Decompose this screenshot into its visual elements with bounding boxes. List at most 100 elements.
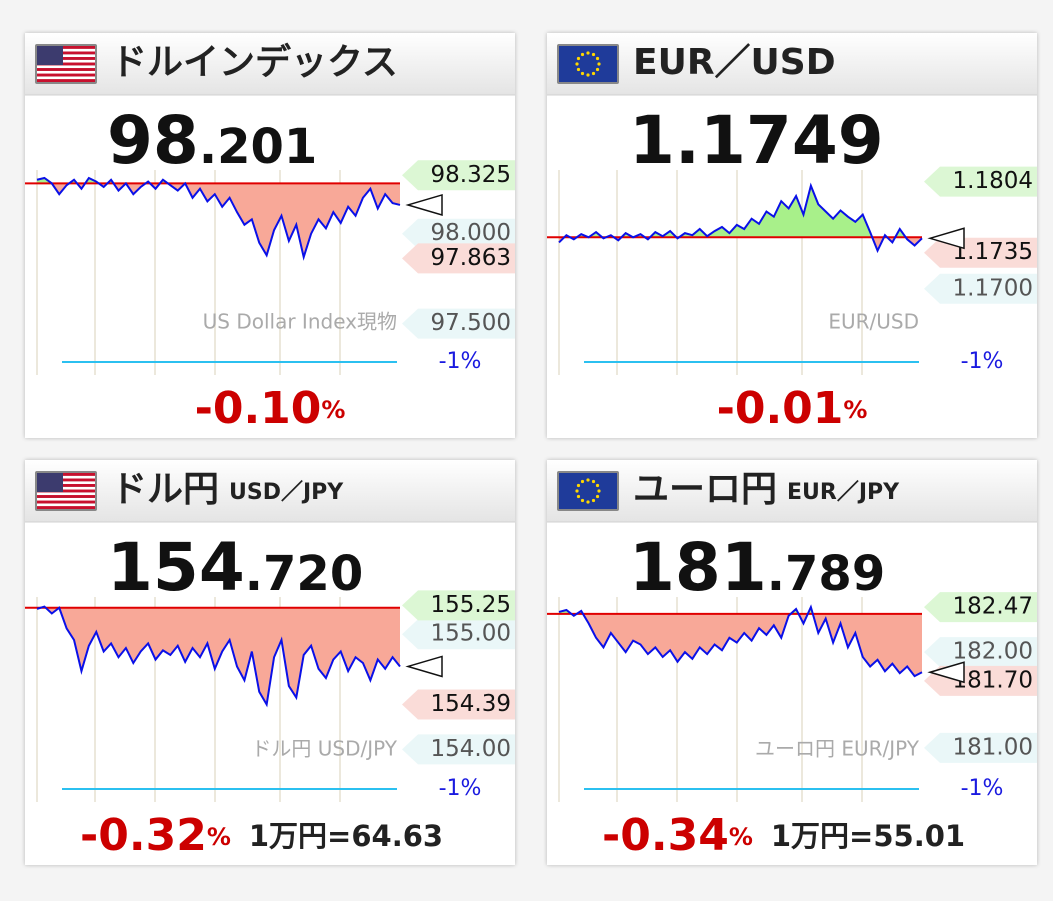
flag-star [580, 479, 585, 484]
low-label: 97.863 [431, 245, 511, 271]
flag-stripe [37, 79, 95, 82]
flag-stripe [37, 492, 95, 496]
price-line [558, 604, 923, 678]
flag-star [580, 52, 585, 57]
flag-star [576, 67, 581, 72]
price-decimal: .720 [245, 546, 363, 602]
flag-stripe [37, 478, 95, 482]
area-below [37, 183, 400, 258]
flag-star [597, 489, 601, 493]
flag-star [576, 483, 581, 488]
current-marker [405, 655, 443, 678]
y-tick-label: 181.00 [953, 734, 1033, 760]
yen-rate: 1万円=64.63 [249, 819, 443, 853]
fx-panel: EUR／USD 1.1749 1.1700 1.1735 1.1804 EUR/USD -1… [547, 33, 1037, 438]
low-bg [402, 689, 515, 720]
price-decimal: .789 [767, 546, 885, 602]
flag-star [591, 52, 596, 57]
flag-star [595, 483, 600, 488]
panel-subtitle: USD／JPY [229, 480, 344, 505]
price-line [558, 182, 923, 254]
y-tick-label: 182.00 [953, 639, 1033, 665]
flag-stripe [37, 51, 95, 55]
flag-stripe [37, 497, 95, 501]
high-bg [924, 592, 1037, 623]
flag-stripe [37, 57, 95, 60]
header-bg [25, 33, 515, 95]
scale-label: -1% [961, 349, 1004, 374]
y-tick-bg [924, 637, 1037, 668]
area-below [559, 237, 922, 251]
y-tick-bg [924, 273, 1037, 304]
flag-star [595, 56, 600, 61]
panel-title: ユーロ円 [633, 469, 777, 510]
y-tick-label: 1.1700 [953, 275, 1033, 301]
change-row: -0.34% 1万円=55.01 [602, 810, 965, 861]
flag-stripe [37, 68, 95, 71]
flag-star [575, 62, 579, 66]
flag-star [576, 56, 581, 61]
price-integer: 154 [107, 529, 245, 606]
flag-star [580, 71, 585, 76]
change-value: -0.01 [717, 383, 844, 434]
flag-stripe [37, 506, 95, 509]
flag-stripe [37, 65, 95, 69]
change-value: -0.32 [80, 810, 207, 861]
panel-subtitle: EUR／JPY [787, 480, 900, 505]
scale-label: -1% [961, 776, 1004, 801]
header-bg [547, 460, 1037, 522]
header-bg [25, 460, 515, 522]
price-integer: 181 [629, 529, 767, 606]
flag [557, 44, 619, 84]
high-bg [402, 590, 515, 621]
current-marker [927, 661, 965, 684]
change-row: -0.10% [195, 383, 346, 434]
area-below [559, 613, 922, 677]
y-tick-label: 155.00 [431, 621, 511, 647]
panel-title: ドルインデックス [111, 41, 398, 83]
area-below [37, 607, 400, 705]
flag-canton [37, 46, 63, 65]
flag-stripe [37, 54, 95, 58]
flag-star [575, 489, 579, 493]
flag-stripe [37, 473, 95, 476]
flag-stripe [37, 500, 95, 504]
y-tick-bg [924, 732, 1037, 763]
panel-title: ドル円 [111, 469, 219, 510]
flag-stripe [37, 46, 95, 49]
flag-stripe [37, 475, 95, 479]
high-label: 98.325 [431, 162, 511, 188]
price-integer: 98 [107, 102, 199, 179]
current-marker [927, 227, 965, 250]
flag-stripe [37, 486, 95, 490]
current-marker [405, 193, 443, 216]
y-tick-bg [402, 308, 515, 339]
header-bg [547, 33, 1037, 95]
flag-stripe [37, 73, 95, 77]
change-unit: % [729, 823, 753, 851]
price: 181.789 [629, 529, 885, 606]
y-tick-label: 154.00 [431, 736, 511, 762]
flag-star [591, 479, 596, 484]
high-bg [924, 166, 1037, 197]
change-unit: % [843, 396, 867, 424]
source-label: US Dollar Index現物 [203, 310, 397, 334]
change-row: -0.32% 1万円=64.63 [80, 810, 443, 861]
flag-star [586, 478, 590, 482]
price-line [36, 605, 401, 708]
y-tick-bg [402, 619, 515, 650]
price-line [36, 176, 401, 261]
high-label: 1.1804 [953, 168, 1033, 194]
source-label: EUR/USD [828, 310, 919, 334]
panel-title: EUR／USD [633, 42, 836, 83]
change-value: -0.34 [602, 810, 729, 861]
change-unit: % [321, 396, 345, 424]
high-label: 182.47 [953, 594, 1033, 620]
flag-star [586, 500, 590, 504]
flag-star [586, 51, 590, 55]
flag-star [586, 73, 590, 77]
flag-stripe [37, 70, 95, 74]
price-decimal: .201 [199, 119, 317, 175]
